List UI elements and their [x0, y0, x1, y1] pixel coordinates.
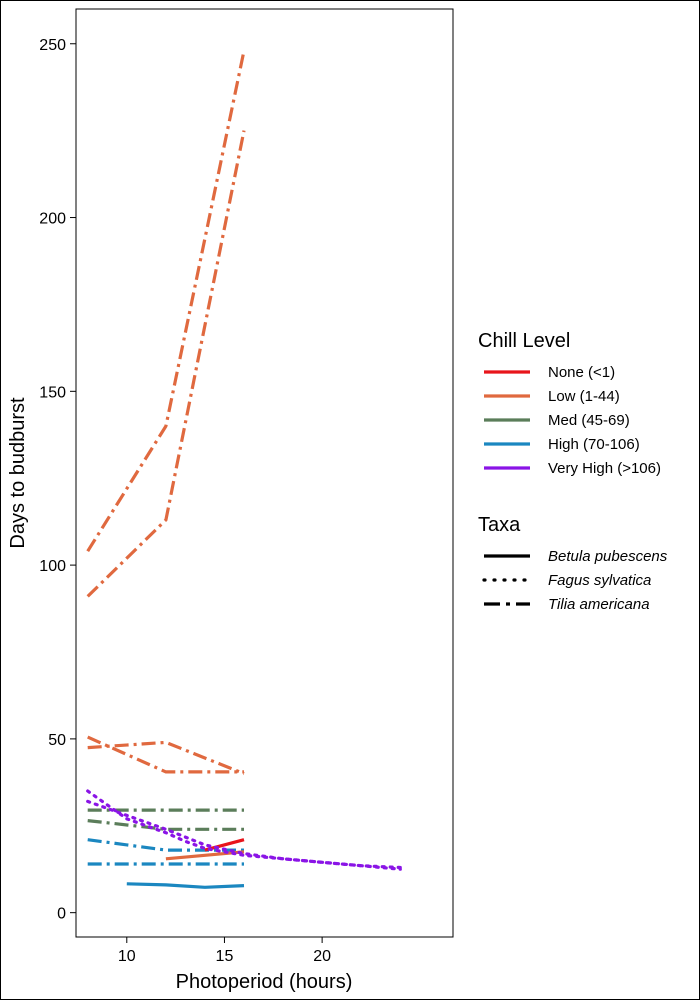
legend-taxa-items: Betula pubescens Fagus sylvatica Tilia ame… — [482, 548, 668, 613]
series-line-veryhigh-fagus-12 — [86, 799, 402, 870]
x-axis-title: Photoperiod (hours) — [176, 971, 353, 993]
legend-label-betula: Betula pubescens — [548, 548, 668, 565]
legend-chill-title: Chill Level — [478, 330, 570, 352]
y-axis: 0 50 100 150 200 250 — [39, 37, 76, 923]
legend: Chill Level Taxa None (<1) Low (1-44) Med … — [478, 330, 668, 613]
x-axis: 10 15 20 — [118, 937, 331, 965]
legend-label-high: High (70-106) — [548, 436, 640, 453]
y-tick-label-200: 200 — [39, 211, 66, 228]
x-tick-label-20: 20 — [313, 948, 331, 965]
y-tick-label-50: 50 — [48, 732, 66, 749]
series-line-low-tilia-3 — [87, 735, 244, 774]
legend-taxa-title: Taxa — [478, 514, 521, 536]
legend-chill-items: None (<1) Low (1-44) Med (45-69) High (70-1… — [484, 364, 661, 477]
series-line-low-betula-9 — [165, 850, 245, 861]
y-tick-label-100: 100 — [39, 558, 66, 575]
legend-label-veryhigh: Very High (>106) — [548, 460, 661, 477]
y-tick-label-0: 0 — [57, 906, 66, 923]
legend-label-low: Low (1-44) — [548, 388, 620, 405]
series-line-low-tilia-1 — [86, 130, 246, 598]
legend-label-fagus: Fagus sylvatica — [548, 572, 651, 589]
legend-label-none: None (<1) — [548, 364, 615, 381]
x-tick-label-10: 10 — [118, 948, 136, 965]
series-line-low-tilia-0 — [86, 50, 246, 553]
legend-label-tilia: Tilia americana — [548, 596, 650, 613]
series-line-high-betula-8 — [126, 882, 245, 889]
y-tick-label-150: 150 — [39, 384, 66, 401]
legend-label-med: Med (45-69) — [548, 412, 630, 429]
y-tick-label-250: 250 — [39, 37, 66, 54]
y-axis-title: Days to budburst — [7, 397, 29, 549]
series-layer — [86, 50, 402, 889]
x-tick-label-15: 15 — [216, 948, 234, 965]
plot-panel — [75, 8, 454, 938]
